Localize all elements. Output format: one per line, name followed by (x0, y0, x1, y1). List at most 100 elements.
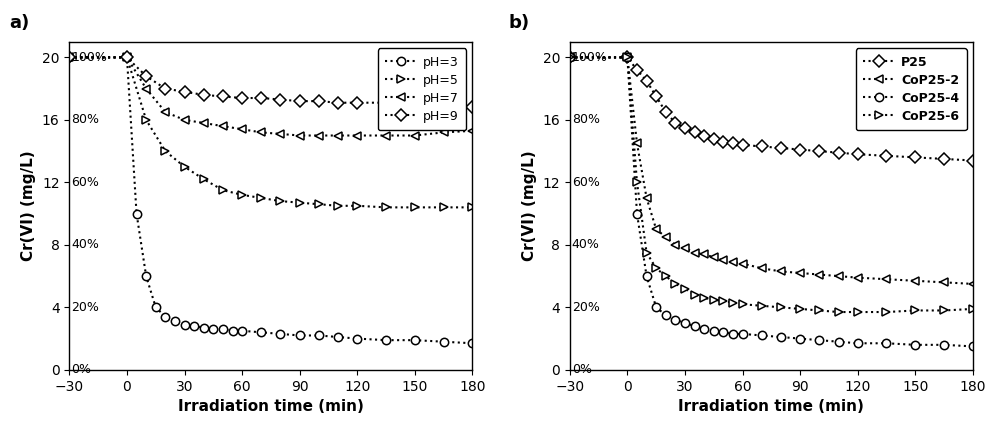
P25 (737, 143, 749, 148)
pH=5 (121, 55, 133, 60)
CoP25-4 (967, 344, 979, 349)
Legend: pH=3, pH=5, pH=7, pH=9: pH=3, pH=5, pH=7, pH=9 (378, 48, 466, 130)
Line: pH=3: pH=3 (65, 53, 477, 348)
pH=7 (121, 55, 133, 60)
pH=3 (236, 328, 248, 333)
CoP25-6 (621, 55, 633, 60)
Text: 100%: 100% (71, 51, 107, 64)
pH=5 (294, 200, 306, 205)
CoP25-6 (708, 297, 720, 302)
CoP25-2 (756, 266, 768, 271)
Text: 20%: 20% (572, 301, 600, 314)
P25 (813, 149, 825, 154)
CoP25-4 (679, 321, 691, 326)
pH=7 (294, 133, 306, 138)
pH=7 (332, 133, 344, 138)
Text: a): a) (9, 14, 29, 32)
P25 (689, 130, 701, 135)
pH=7 (159, 110, 171, 115)
CoP25-6 (737, 302, 749, 307)
P25 (650, 94, 662, 99)
CoP25-4 (631, 211, 643, 216)
pH=5 (351, 203, 363, 208)
CoP25-2 (852, 275, 864, 280)
Text: 0%: 0% (71, 363, 91, 376)
CoP25-2 (775, 269, 787, 274)
pH=7 (179, 117, 191, 122)
CoP25-6 (564, 55, 576, 60)
pH=9 (121, 55, 133, 60)
CoP25-2 (737, 261, 749, 266)
Text: 0%: 0% (572, 363, 592, 376)
P25 (669, 120, 681, 125)
CoP25-2 (698, 252, 710, 257)
pH=3 (131, 211, 143, 216)
CoP25-4 (717, 330, 729, 335)
pH=3 (332, 334, 344, 339)
Text: 80%: 80% (572, 113, 600, 126)
CoP25-2 (794, 270, 806, 276)
CoP25-6 (880, 309, 892, 315)
pH=5 (274, 199, 286, 204)
pH=9 (140, 74, 152, 79)
CoP25-4 (621, 55, 633, 60)
CoP25-2 (813, 272, 825, 277)
Text: 60%: 60% (71, 176, 99, 189)
P25 (756, 144, 768, 149)
P25 (727, 141, 739, 146)
CoP25-4 (564, 55, 576, 60)
pH=5 (236, 192, 248, 197)
Line: CoP25-4: CoP25-4 (566, 53, 977, 351)
pH=5 (466, 205, 478, 210)
pH=9 (179, 89, 191, 94)
pH=7 (63, 55, 75, 60)
Line: pH=9: pH=9 (65, 53, 477, 112)
CoP25-4 (708, 328, 720, 333)
pH=5 (313, 202, 325, 207)
pH=5 (198, 177, 210, 182)
CoP25-6 (631, 180, 643, 185)
P25 (775, 146, 787, 151)
P25 (679, 125, 691, 130)
pH=3 (351, 336, 363, 341)
pH=7 (409, 133, 421, 138)
pH=5 (409, 205, 421, 210)
CoP25-6 (833, 309, 845, 315)
CoP25-2 (564, 55, 576, 60)
pH=3 (274, 331, 286, 336)
pH=3 (294, 333, 306, 338)
pH=9 (63, 55, 75, 60)
pH=9 (198, 92, 210, 98)
P25 (833, 150, 845, 155)
P25 (880, 153, 892, 158)
pH=7 (380, 133, 392, 138)
pH=3 (188, 324, 200, 329)
pH=3 (466, 341, 478, 346)
Text: 80%: 80% (71, 113, 99, 126)
CoP25-2 (717, 258, 729, 263)
CoP25-4 (938, 342, 950, 348)
pH=3 (207, 327, 219, 332)
CoP25-2 (833, 273, 845, 279)
CoP25-2 (689, 250, 701, 255)
CoP25-2 (708, 255, 720, 260)
pH=7 (313, 133, 325, 138)
CoP25-2 (669, 242, 681, 247)
pH=9 (351, 100, 363, 105)
CoP25-2 (660, 235, 672, 240)
pH=9 (313, 98, 325, 104)
pH=5 (179, 164, 191, 169)
CoP25-2 (909, 278, 921, 283)
pH=9 (380, 100, 392, 105)
CoP25-6 (909, 308, 921, 313)
pH=9 (409, 102, 421, 107)
pH=3 (150, 305, 162, 310)
pH=3 (140, 273, 152, 279)
pH=3 (169, 319, 181, 324)
P25 (717, 139, 729, 144)
CoP25-6 (967, 306, 979, 312)
Legend: P25, CoP25-2, CoP25-4, CoP25-6: P25, CoP25-2, CoP25-4, CoP25-6 (856, 48, 967, 130)
pH=3 (198, 325, 210, 330)
pH=5 (438, 205, 450, 210)
CoP25-2 (631, 141, 643, 146)
